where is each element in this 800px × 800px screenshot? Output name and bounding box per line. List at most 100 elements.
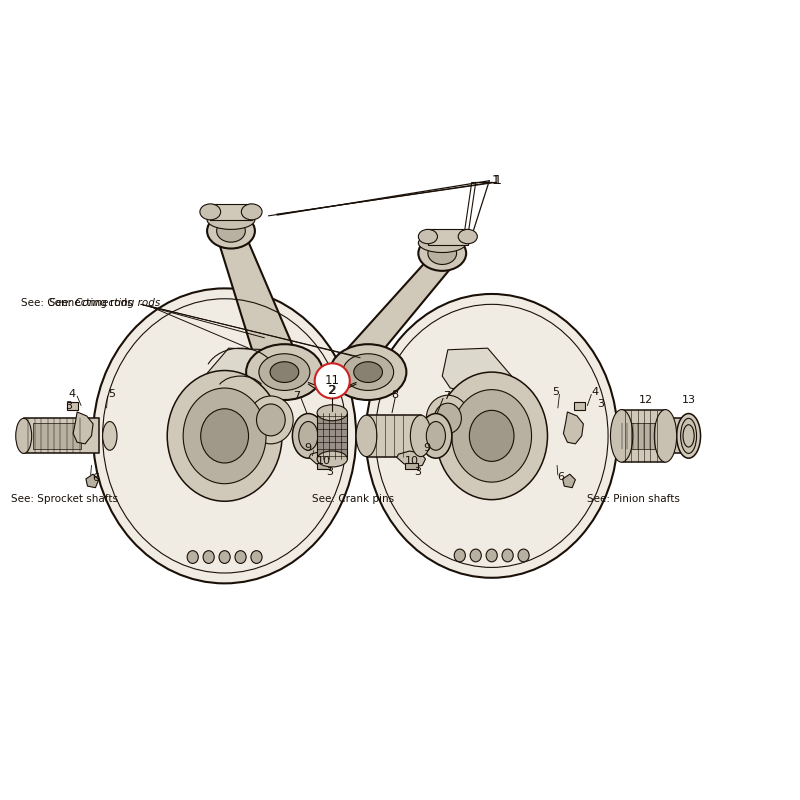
Ellipse shape [217,220,246,242]
Ellipse shape [200,204,221,220]
Bar [428,230,468,245]
Text: 3: 3 [326,466,334,477]
Bar [317,413,347,459]
Text: 3: 3 [414,466,421,477]
Ellipse shape [317,405,347,421]
Bar [317,463,330,470]
Bar [622,410,666,462]
Polygon shape [563,412,583,444]
Polygon shape [205,348,274,394]
Bar [574,402,585,410]
Ellipse shape [518,549,529,562]
Ellipse shape [203,550,214,563]
Ellipse shape [235,550,246,563]
Text: 7: 7 [293,391,300,401]
Text: 1: 1 [492,174,500,187]
Ellipse shape [257,404,286,436]
Text: 9: 9 [423,443,430,453]
Ellipse shape [452,390,531,482]
Ellipse shape [259,354,310,390]
Ellipse shape [183,388,266,484]
Text: 1: 1 [494,174,501,187]
Ellipse shape [366,294,618,578]
Ellipse shape [458,230,478,244]
Text: 5: 5 [552,387,559,397]
Bar [24,418,99,454]
Ellipse shape [610,410,633,462]
Text: See: Crank pins: See: Crank pins [312,494,394,504]
Text: 3: 3 [66,401,73,410]
Ellipse shape [249,396,293,444]
Polygon shape [442,348,512,394]
Ellipse shape [342,354,394,390]
Text: See: Sprocket shafts: See: Sprocket shafts [11,494,118,504]
Text: 3: 3 [598,399,605,409]
Text: 12: 12 [638,395,653,405]
Text: 10: 10 [405,455,419,466]
Ellipse shape [330,344,406,400]
Ellipse shape [502,549,514,562]
Ellipse shape [207,210,255,230]
Ellipse shape [681,418,697,454]
Text: 6: 6 [92,473,99,483]
Text: 2: 2 [328,384,336,397]
Polygon shape [86,474,98,488]
Text: 5: 5 [108,389,115,398]
Text: 13: 13 [682,395,695,405]
Ellipse shape [677,414,701,458]
Ellipse shape [426,395,470,442]
Ellipse shape [270,362,298,382]
Ellipse shape [246,344,322,400]
Bar [210,204,252,220]
Ellipse shape [428,242,457,265]
Bar [34,423,81,449]
Ellipse shape [317,451,347,467]
Polygon shape [309,451,338,467]
Ellipse shape [16,418,32,454]
Ellipse shape [420,414,452,458]
Text: 4: 4 [68,389,75,398]
Text: 7: 7 [442,391,450,401]
Ellipse shape [418,236,466,271]
Text: See: Pinion shafts: See: Pinion shafts [587,494,680,504]
Text: 10: 10 [318,455,331,466]
Ellipse shape [102,422,117,450]
Bar [620,423,660,449]
Ellipse shape [298,422,318,450]
Ellipse shape [354,362,382,382]
Ellipse shape [292,414,324,458]
Ellipse shape [242,204,262,220]
Polygon shape [562,474,575,488]
Polygon shape [397,451,426,467]
Ellipse shape [654,410,677,462]
Ellipse shape [93,288,356,583]
Ellipse shape [356,415,377,457]
Ellipse shape [434,403,462,434]
Ellipse shape [470,410,514,462]
Ellipse shape [470,549,482,562]
Ellipse shape [418,234,466,253]
Polygon shape [344,253,456,354]
Text: See: Connecting rods: See: Connecting rods [50,298,161,308]
Ellipse shape [454,549,466,562]
Text: 2: 2 [326,384,334,397]
Polygon shape [73,412,93,444]
Ellipse shape [201,409,249,463]
Bar [66,402,78,410]
Ellipse shape [426,422,446,450]
Ellipse shape [207,214,255,249]
Ellipse shape [187,550,198,563]
Bar [366,415,421,457]
Text: 6: 6 [558,472,565,482]
Text: 8: 8 [392,390,398,400]
Bar [405,463,418,470]
Ellipse shape [219,550,230,563]
Text: 4: 4 [592,387,599,397]
Text: 9: 9 [304,443,311,453]
Ellipse shape [418,230,438,244]
Bar [615,418,691,454]
Ellipse shape [436,372,547,500]
Polygon shape [218,233,294,354]
Ellipse shape [375,422,390,450]
Text: 11: 11 [325,374,340,387]
